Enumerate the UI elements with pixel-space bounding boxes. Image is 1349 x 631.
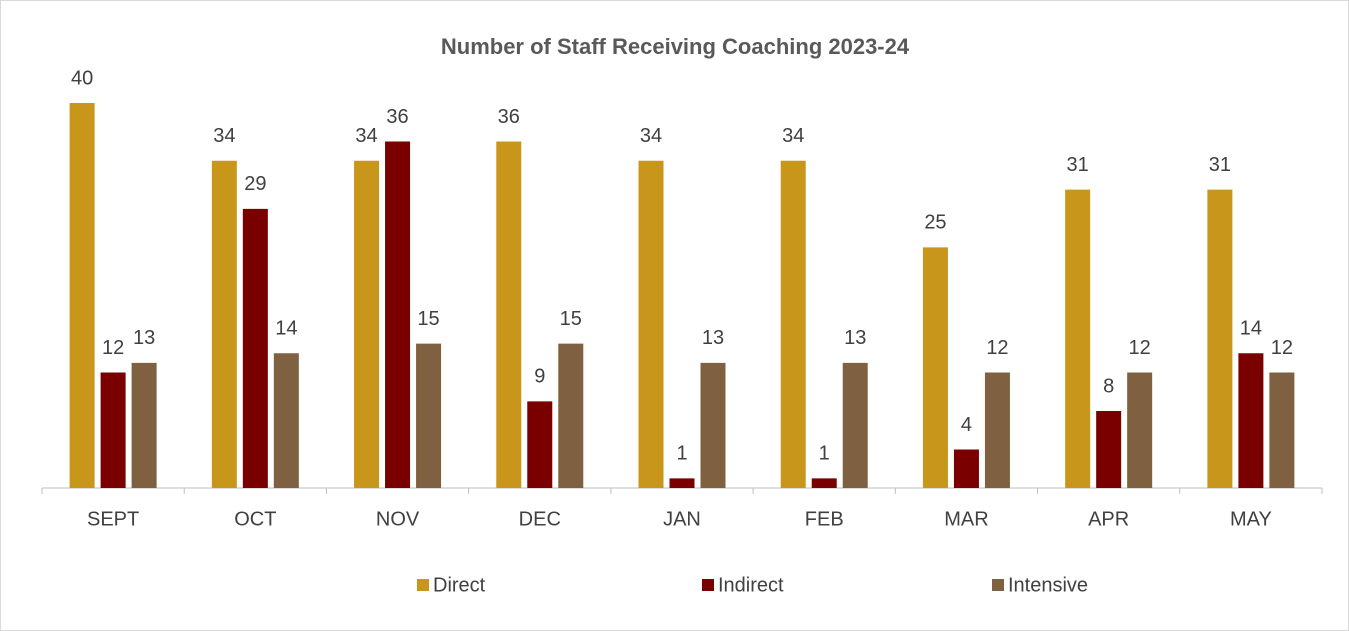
data-label: 8 [1103, 375, 1114, 397]
data-label: 12 [986, 337, 1008, 359]
bar [416, 343, 442, 488]
bar [131, 362, 157, 488]
chart-title: Number of Staff Receiving Coaching 2023-… [441, 34, 910, 59]
bar [984, 372, 1010, 488]
data-label: 34 [355, 125, 377, 147]
data-label: 9 [534, 366, 545, 388]
bar [354, 160, 380, 488]
data-label: 29 [244, 173, 266, 195]
data-label: 34 [640, 125, 662, 147]
bar [69, 103, 95, 488]
legend-swatch [992, 579, 1004, 591]
bar [1269, 372, 1295, 488]
x-tick-label: OCT [234, 508, 276, 530]
x-tick-label: DEC [519, 508, 561, 530]
bar [1096, 411, 1122, 488]
x-tick-label: FEB [805, 508, 844, 530]
data-label: 31 [1067, 154, 1089, 176]
data-label: 15 [560, 308, 582, 330]
legend-label: Intensive [1008, 574, 1088, 596]
data-label: 34 [213, 125, 235, 147]
bar [527, 401, 553, 488]
data-label: 14 [275, 318, 297, 340]
legend-label: Indirect [718, 574, 784, 596]
data-label: 12 [102, 337, 124, 359]
bar [922, 247, 948, 488]
bar [273, 353, 299, 488]
bar [1127, 372, 1153, 488]
data-label: 12 [1271, 337, 1293, 359]
data-label: 25 [924, 212, 946, 234]
data-label: 13 [133, 327, 155, 349]
data-label: 36 [386, 106, 408, 128]
bar [700, 362, 726, 488]
x-tick-label: JAN [663, 508, 701, 530]
bar [1065, 189, 1091, 488]
x-tick-label: MAR [944, 508, 988, 530]
bar [496, 141, 522, 488]
legend-label: Direct [433, 574, 486, 596]
bar [780, 160, 806, 488]
legend-swatch [417, 579, 429, 591]
bar [842, 362, 868, 488]
x-tick-label: NOV [376, 508, 420, 530]
bar [558, 343, 584, 488]
bar [638, 160, 664, 488]
data-label: 13 [844, 327, 866, 349]
data-label: 36 [498, 106, 520, 128]
bar [811, 478, 837, 488]
bar [385, 141, 411, 488]
data-label: 1 [819, 443, 830, 465]
bar [669, 478, 695, 488]
bar [1238, 353, 1264, 488]
bar [953, 449, 979, 488]
data-label: 12 [1129, 337, 1151, 359]
data-label: 1 [676, 443, 687, 465]
data-label: 4 [961, 414, 972, 436]
x-tick-label: SEPT [87, 508, 139, 530]
bar [1207, 189, 1233, 488]
legend-swatch [702, 579, 714, 591]
data-label: 15 [417, 308, 439, 330]
bar [100, 372, 126, 488]
data-label: 31 [1209, 154, 1231, 176]
x-tick-label: MAY [1230, 508, 1272, 530]
data-label: 34 [782, 125, 804, 147]
data-label: 13 [702, 327, 724, 349]
bar [242, 208, 268, 488]
data-label: 14 [1240, 318, 1262, 340]
bar [211, 160, 237, 488]
x-tick-label: APR [1088, 508, 1129, 530]
data-label: 40 [71, 67, 93, 89]
